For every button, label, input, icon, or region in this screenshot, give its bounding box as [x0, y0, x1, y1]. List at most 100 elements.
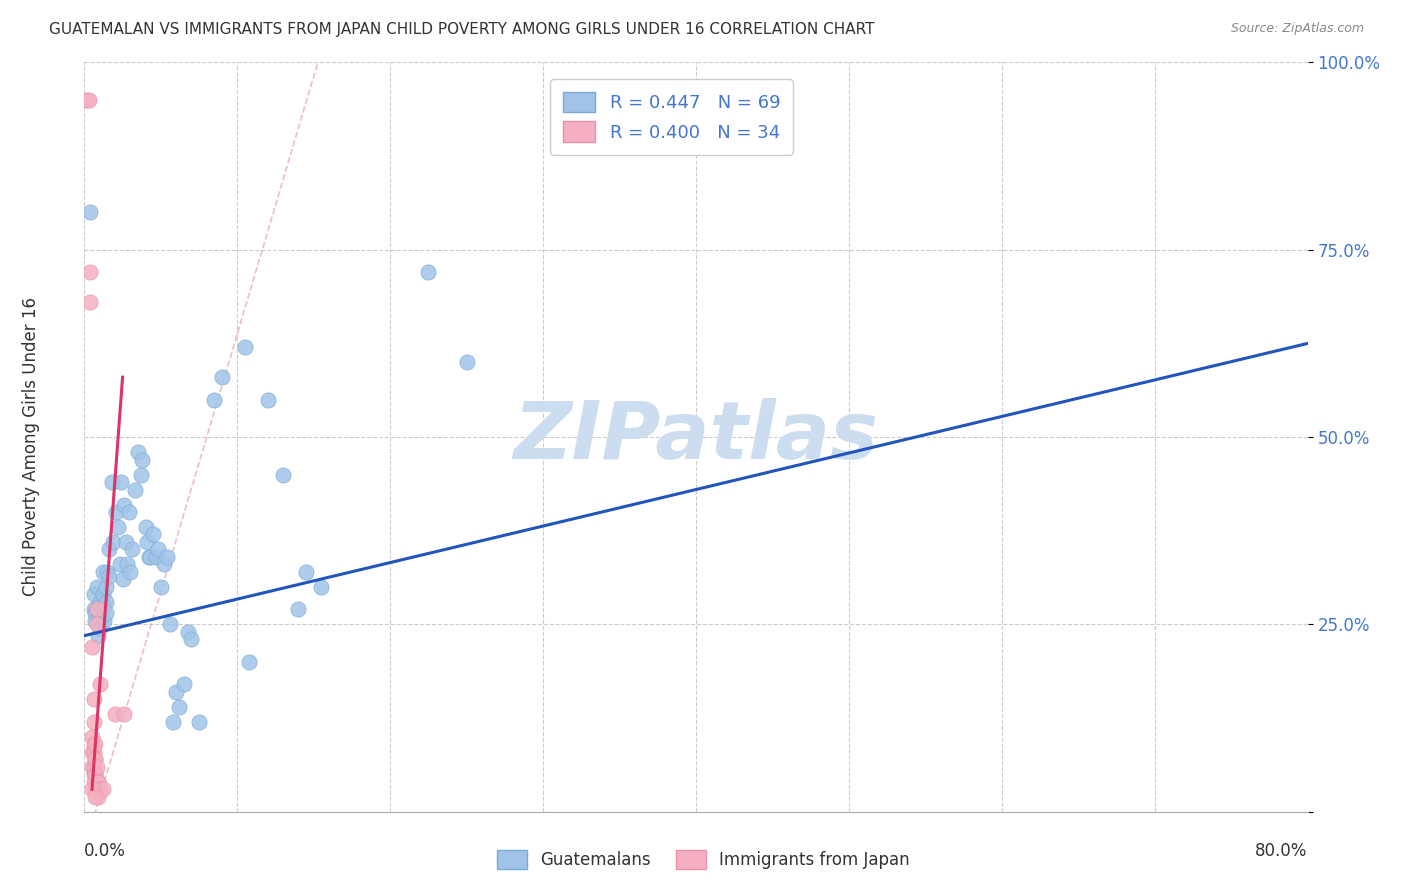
Point [83, 745, 105, 759]
Point [80, 640, 103, 654]
Point [84, 767, 107, 781]
Point [121, 542, 143, 557]
Point [211, 370, 233, 384]
Point [135, 520, 157, 534]
Point [86, 602, 108, 616]
Point [86, 580, 108, 594]
Point [112, 498, 135, 512]
Point [146, 542, 169, 557]
Point [87, 629, 110, 643]
Point [108, 558, 131, 572]
Point [87, 774, 110, 789]
Point [115, 558, 138, 572]
Point [80, 745, 103, 759]
Point [80, 760, 103, 774]
Point [177, 624, 200, 639]
Point [180, 632, 202, 647]
Point [93, 599, 115, 613]
Point [103, 535, 125, 549]
Point [94, 595, 117, 609]
Point [90, 599, 112, 613]
Point [76, 93, 98, 107]
Point [90, 614, 112, 628]
Legend: R = 0.447   N = 69, R = 0.400   N = 34: R = 0.447 N = 69, R = 0.400 N = 34 [550, 79, 793, 155]
Point [80, 782, 103, 797]
Point [233, 340, 256, 354]
Point [84, 767, 107, 781]
Point [84, 752, 107, 766]
Point [159, 617, 181, 632]
Point [271, 467, 294, 482]
Point [87, 789, 110, 804]
Text: Child Poverty Among Girls Under 16: Child Poverty Among Girls Under 16 [22, 296, 39, 596]
Point [79, 265, 101, 279]
Point [162, 714, 184, 729]
Point [83, 774, 105, 789]
Point [86, 617, 108, 632]
Point [418, 265, 440, 279]
Point [83, 760, 105, 774]
Point [131, 452, 153, 467]
Point [138, 549, 160, 564]
Point [104, 707, 127, 722]
Point [136, 535, 159, 549]
Point [139, 549, 162, 564]
Point [153, 558, 176, 572]
Point [149, 580, 172, 594]
Point [79, 205, 101, 219]
Point [111, 573, 134, 587]
Legend: Guatemalans, Immigrants from Japan: Guatemalans, Immigrants from Japan [486, 840, 920, 880]
Point [124, 483, 146, 497]
Point [84, 789, 107, 804]
Point [142, 527, 165, 541]
Point [94, 580, 117, 594]
Point [89, 595, 111, 609]
Point [114, 535, 136, 549]
Text: Source: ZipAtlas.com: Source: ZipAtlas.com [1230, 22, 1364, 36]
Text: 0.0%: 0.0% [84, 842, 127, 860]
Point [89, 621, 111, 635]
Point [83, 587, 105, 601]
Point [94, 606, 117, 620]
Point [295, 565, 318, 579]
Point [145, 549, 167, 564]
Point [89, 677, 111, 691]
Text: 80.0%: 80.0% [1256, 842, 1308, 860]
Text: GUATEMALAN VS IMMIGRANTS FROM JAPAN CHILD POVERTY AMONG GIRLS UNDER 16 CORRELATI: GUATEMALAN VS IMMIGRANTS FROM JAPAN CHIL… [49, 22, 875, 37]
Point [238, 655, 260, 669]
Point [83, 714, 105, 729]
Point [93, 614, 115, 628]
Point [87, 774, 110, 789]
Point [86, 760, 108, 774]
Point [96, 565, 118, 579]
Point [118, 505, 141, 519]
Point [83, 767, 105, 781]
Point [107, 520, 129, 534]
Point [77, 93, 100, 107]
Point [87, 614, 110, 628]
Point [120, 565, 142, 579]
Point [89, 782, 111, 797]
Point [79, 295, 101, 310]
Point [173, 677, 195, 691]
Point [257, 392, 280, 407]
Point [91, 565, 114, 579]
Point [110, 475, 132, 489]
Point [156, 549, 179, 564]
Point [84, 752, 107, 766]
Point [165, 685, 187, 699]
Point [456, 355, 478, 369]
Point [127, 445, 149, 459]
Point [91, 587, 114, 601]
Point [84, 782, 107, 797]
Point [97, 542, 120, 557]
Point [101, 475, 124, 489]
Point [129, 467, 152, 482]
Point [84, 614, 107, 628]
Point [86, 602, 108, 616]
Point [83, 737, 105, 751]
Point [91, 782, 114, 797]
Point [287, 602, 309, 616]
Point [112, 707, 135, 722]
Point [188, 714, 211, 729]
